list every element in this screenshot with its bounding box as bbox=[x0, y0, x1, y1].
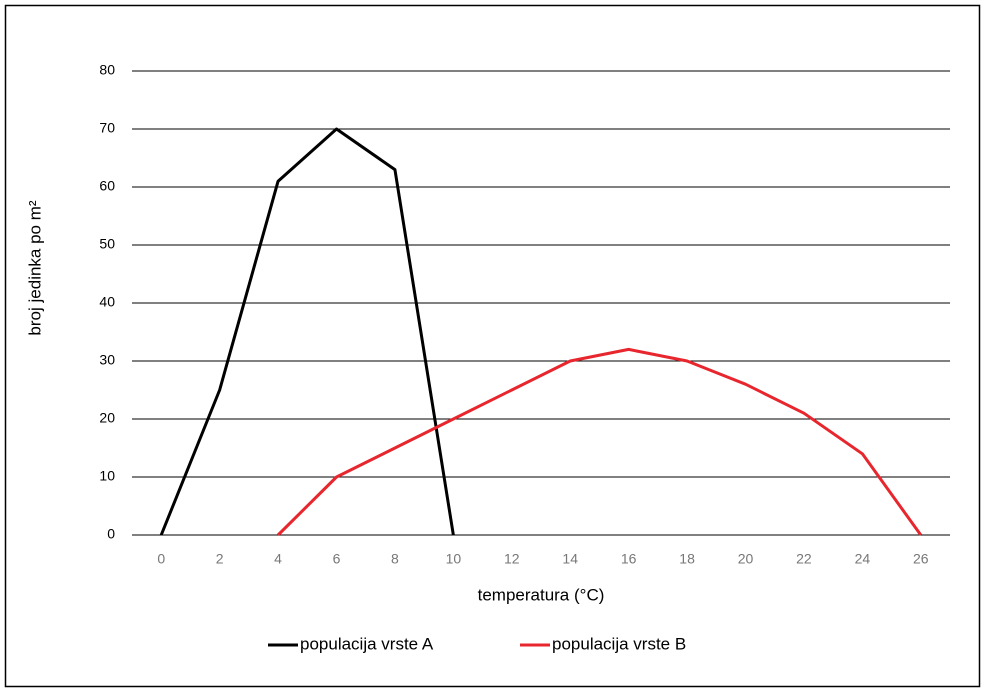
x-tick-label: 16 bbox=[621, 551, 637, 567]
series-line bbox=[159, 127, 455, 536]
series-line bbox=[277, 347, 923, 537]
y-tick-label: 80 bbox=[99, 62, 115, 78]
x-axis-label: temperatura (°C) bbox=[478, 585, 605, 604]
y-tick-label: 0 bbox=[107, 526, 115, 542]
x-tick-label: 24 bbox=[855, 551, 871, 567]
y-tick-label: 50 bbox=[99, 236, 115, 252]
x-tick-label: 22 bbox=[796, 551, 812, 567]
x-tick-label: 4 bbox=[274, 551, 282, 567]
y-tick-label: 40 bbox=[99, 294, 115, 310]
x-tick-label: 12 bbox=[504, 551, 520, 567]
y-tick-label: 70 bbox=[99, 120, 115, 136]
x-tick-label: 18 bbox=[679, 551, 695, 567]
x-tick-label: 6 bbox=[333, 551, 341, 567]
x-tick-label: 20 bbox=[738, 551, 754, 567]
x-tick-label: 8 bbox=[391, 551, 399, 567]
y-tick-label: 30 bbox=[99, 352, 115, 368]
y-tick-label: 20 bbox=[99, 410, 115, 426]
legend-label: populacija vrste B bbox=[552, 634, 686, 653]
x-tick-label: 0 bbox=[157, 551, 165, 567]
frame bbox=[4, 4, 981, 688]
y-tick-label: 10 bbox=[99, 468, 115, 484]
y-axis-label: broj jedinka po m² bbox=[25, 200, 44, 335]
x-tick-label: 14 bbox=[562, 551, 578, 567]
y-tick-label: 60 bbox=[99, 178, 115, 194]
legend-label: populacija vrste A bbox=[300, 634, 434, 653]
x-tick-label: 2 bbox=[216, 551, 224, 567]
x-tick-label: 10 bbox=[446, 551, 462, 567]
x-tick-label: 26 bbox=[913, 551, 929, 567]
